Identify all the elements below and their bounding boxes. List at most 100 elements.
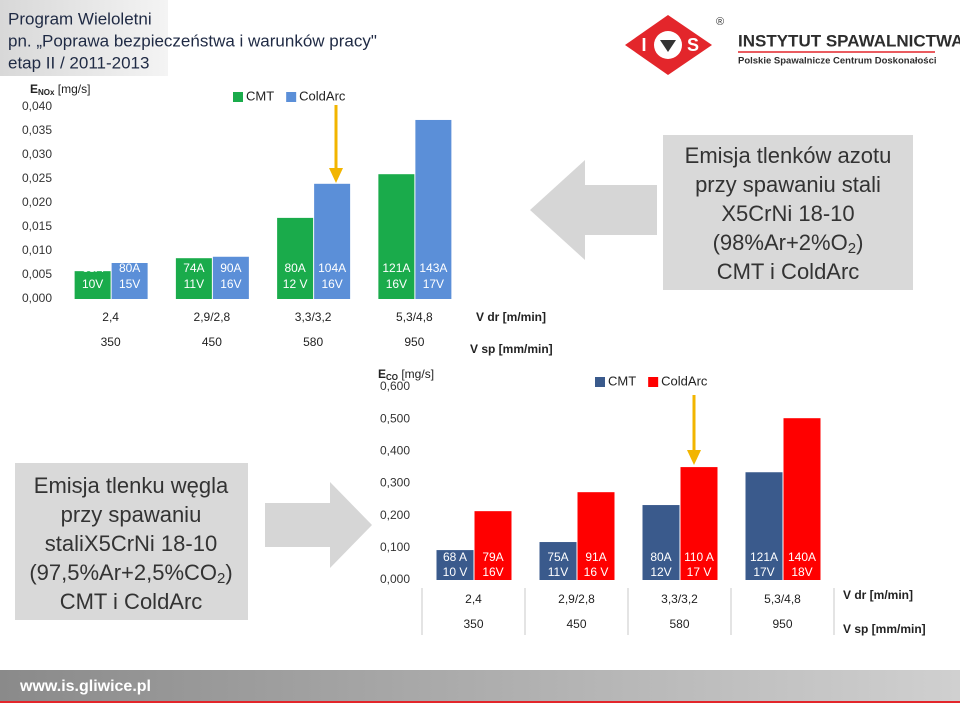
y-label-unit: [mg/s] [398,367,434,381]
y-tick-label: 0,035 [22,123,52,137]
formula-sub: 2 [217,570,225,587]
bar-label: 140A [788,550,816,564]
bar [436,550,474,580]
x-tick-label: 3,3/3,2 [661,592,698,606]
bar-label: 18V [791,565,812,579]
y-tick-label: 0,005 [22,267,52,281]
note-formula: (98%Ar+2%O2) [713,230,864,257]
bar-label: 80A [650,550,671,564]
x-axis-label: V dr [m/min] [476,310,546,324]
x-tick-label: 2,9/2,8 [194,310,231,324]
bar-label: 68 A [443,550,467,564]
bar-label: 16V [386,277,407,291]
bar [111,263,148,299]
legend-label: CMT [608,373,636,388]
bar-label: 16V [321,277,342,291]
bar [642,505,680,580]
y-tick-label: 0,500 [380,411,410,425]
bar [745,472,783,580]
header-bg [0,0,168,76]
y-label-symbol: E [30,82,38,96]
y-tick-label: 0,040 [22,99,52,113]
note-line: przy spawaniu stali [695,172,881,197]
x-tick-label: 2,9/2,8 [558,592,595,606]
bar [577,492,615,580]
bar [539,542,577,580]
logo-letter: I [641,35,646,55]
x-tick-label: 2,4 [465,592,482,606]
y-tick-label: 0,600 [380,379,410,393]
y-label-unit: [mg/s] [54,82,90,96]
pointer-arrow [530,160,657,260]
footer-url: www.is.gliwice.pl [19,678,151,695]
bar-label: 90A [220,261,241,275]
x-tick-label-secondary: 450 [566,617,586,631]
y-tick-label: 0,200 [380,508,410,522]
bar-label: 17V [753,565,774,579]
y-tick-label: 0,030 [22,147,52,161]
bar-label: 17 V [687,565,712,579]
bar-label: 68A [82,261,103,275]
y-label-sub: CO [386,373,398,382]
y-tick-label: 0,025 [22,171,52,185]
bar [277,217,314,299]
bar-label: 16V [482,565,503,579]
bar [680,467,718,580]
bar-label: 10 V [443,565,468,579]
bar-label: 91A [585,550,606,564]
bar-label: 121A [750,550,778,564]
bar-label: 143A [419,261,447,275]
bar [474,511,512,580]
bar-label: 110 A [684,550,714,564]
legend-label: ColdArc [299,88,346,103]
note-box [663,135,913,290]
formula-part: ) [856,230,863,255]
formula-part: (97,5%Ar+2,5%CO [29,560,217,585]
footer-bar [0,670,960,702]
bar-label: 121A [382,261,410,275]
note-line: przy spawaniu [61,502,202,527]
logo-letter: S [687,35,699,55]
note-line: CMT i ColdArc [717,259,860,284]
bar-label: 75A [547,550,568,564]
bar-label: 74A [183,261,204,275]
bar-label: 104A [318,261,346,275]
x-axis-label-secondary: V sp [mm/min] [843,622,926,636]
header-line: pn. „Poprawa bezpieczeństwa i warunków p… [8,31,377,50]
note-line: Emisja tlenku węgla [34,473,229,498]
legend-swatch [286,92,297,102]
bar-label: 80A [119,261,140,275]
y-tick-label: 0,010 [22,243,52,257]
bar-label: 16 V [584,565,609,579]
y-tick-label: 0,015 [22,219,52,233]
header-line: etap II / 2011-2013 [8,53,149,72]
x-tick-label-secondary: 580 [303,335,323,349]
x-tick-label-secondary: 450 [202,335,222,349]
note-box [15,463,248,620]
bar-label: 16V [220,277,241,291]
bar-label: 12V [650,565,671,579]
note-line: staliX5CrNi 18-10 [45,531,217,556]
y-tick-label: 0,100 [380,540,410,554]
legend-label: CMT [246,88,274,103]
logo-registered: ® [716,16,724,28]
x-axis-label: V dr [m/min] [843,588,913,602]
y-tick-label: 0,000 [380,572,410,586]
bar [212,256,249,299]
bar-label: 12 V [283,277,308,291]
bar [175,258,212,299]
note-line: X5CrNi 18-10 [721,201,854,226]
bar-label: 11V [184,277,204,291]
y-axis-label: ENOx [mg/s] [30,82,90,97]
x-tick-label-secondary: 950 [404,335,424,349]
x-tick-label: 3,3/3,2 [295,310,332,324]
y-label-symbol: E [378,367,386,381]
bar [378,174,415,299]
x-tick-label-secondary: 580 [669,617,689,631]
note-line: CMT i ColdArc [60,589,203,614]
bar-label: 80A [284,261,305,275]
x-tick-label-secondary: 950 [772,617,792,631]
bar-label: 17V [423,277,444,291]
bar [314,183,351,299]
